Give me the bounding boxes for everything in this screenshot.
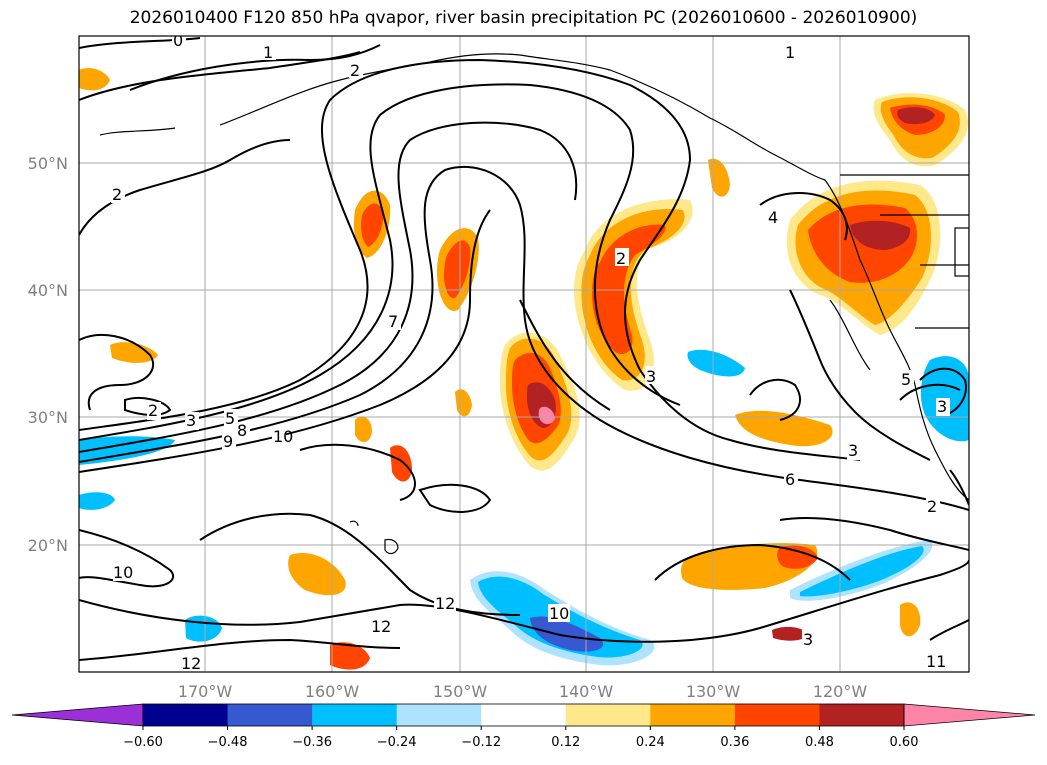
- colorbar-tick-label: 0.36: [720, 735, 749, 750]
- colorbar-tick-label: −0.24: [377, 735, 417, 750]
- colorbar-segment: [565, 704, 651, 726]
- lon-label: 150°W: [433, 682, 488, 701]
- contour-label: 12: [181, 654, 201, 673]
- neg-region-hawaii-east: [687, 349, 745, 377]
- pos-region-bc-dark: [897, 107, 935, 125]
- pos-region-nw-blob-red: [361, 203, 384, 247]
- map-content: 0 1 1 2 2 2 2 3 3 3 4 5 6 7 8 9 10 10 10…: [79, 31, 969, 673]
- colorbar-segment: [734, 704, 820, 726]
- colorbar-tick-label: −0.36: [292, 735, 332, 750]
- contour-label: 2: [616, 249, 626, 268]
- contour-label: 2: [350, 61, 360, 80]
- pos-region-west-edge: [110, 342, 158, 363]
- contour-label-group: 0 1 1 2 2 2 2 3 3 3 4 5 6 7 8 9 10 10 10…: [111, 31, 950, 673]
- lon-label: 170°W: [178, 682, 233, 701]
- colorbar-tick-label: −0.60: [123, 735, 163, 750]
- pos-region-far-nw: [79, 68, 110, 91]
- pos-region-small-1: [390, 445, 412, 482]
- contour-label: 12: [435, 594, 455, 613]
- contour-label: 5: [225, 409, 235, 428]
- colorbar-segment: [819, 704, 905, 726]
- contour-label: 3: [803, 630, 813, 649]
- contour-label: 12: [371, 617, 391, 636]
- longitude-labels: 170°W 160°W 150°W 140°W 130°W 120°W: [178, 682, 868, 701]
- contour-label: 3: [848, 441, 858, 460]
- contour-label: 2: [112, 185, 122, 204]
- colorbar: −0.60 −0.48 −0.36 −0.24 −0.12 0.12 0.24 0.36 0.4…: [11, 703, 1036, 750]
- pos-region-small-6: [772, 626, 808, 641]
- lon-label: 120°W: [813, 682, 868, 701]
- pos-region-west-blob-red: [444, 240, 471, 299]
- latitude-labels: 50°N 40°N 30°N 20°N: [28, 154, 68, 555]
- colorbar-tick-label: 0.48: [805, 735, 834, 750]
- colorbar-segment: [650, 704, 736, 726]
- colorbar-border: [142, 703, 905, 727]
- map-frame-border: [78, 35, 970, 673]
- neg-region-south-band-mid: [530, 616, 604, 652]
- pos-region-small-2: [355, 416, 372, 443]
- colorbar-segment: [481, 704, 567, 726]
- lat-label: 50°N: [28, 154, 68, 173]
- lon-label: 160°W: [305, 682, 360, 701]
- contour-label: 2: [927, 497, 937, 516]
- contour-label: 3: [937, 397, 947, 416]
- lat-label: 30°N: [28, 408, 68, 427]
- lat-label: 40°N: [28, 281, 68, 300]
- lon-label: 130°W: [686, 682, 741, 701]
- colorbar-tick-label: 0.60: [890, 735, 919, 750]
- contour-label: 3: [646, 367, 656, 386]
- contour-label: 8: [237, 421, 247, 440]
- pos-region-central-band-red: [592, 224, 666, 355]
- colorbar-tick-label: 0.12: [551, 735, 580, 750]
- pos-region-small-3: [455, 389, 472, 417]
- pos-region-west-coast-dark: [850, 220, 911, 250]
- pos-region-south-ne-red: [777, 545, 818, 569]
- contour-label: 3: [186, 411, 196, 430]
- colorbar-extend-low: [11, 703, 144, 727]
- colorbar-segment: [312, 704, 398, 726]
- pos-region-sw: [288, 552, 346, 596]
- colorbar-segment: [227, 704, 313, 726]
- contour-label: 2: [148, 401, 158, 420]
- contour-label: 9: [223, 432, 233, 451]
- contour-label: 10: [273, 427, 293, 446]
- pos-region-sw2: [330, 642, 370, 670]
- lat-label: 20°N: [28, 536, 68, 555]
- contour-label: 0: [173, 31, 183, 50]
- colorbar-tick-label: −0.12: [461, 735, 501, 750]
- colorbar-tick-label: 0.24: [636, 735, 665, 750]
- contour-label: 1: [785, 43, 795, 62]
- qvapor-contours: [79, 37, 969, 661]
- pos-region-mid-ocean-peak: [538, 406, 555, 425]
- contour-label: 4: [768, 208, 778, 227]
- contour-label: 5: [901, 370, 911, 389]
- neg-region-ne-band-blue: [800, 546, 924, 597]
- contour-label: 7: [388, 312, 398, 331]
- colorbar-segment: [396, 704, 482, 726]
- pos-region-small-5: [900, 602, 921, 637]
- map-title: 2026010400 F120 850 hPa qvapor, river ba…: [129, 8, 918, 28]
- contour-label: 10: [549, 604, 569, 623]
- colorbar-segment: [143, 704, 229, 726]
- contour-label: 6: [785, 470, 795, 489]
- colorbar-extend-high: [903, 703, 1036, 727]
- contour-label: 1: [263, 43, 273, 62]
- colorbar-tick-label: −0.48: [208, 735, 248, 750]
- neg-region-west-small: [79, 492, 115, 510]
- contour-label: 10: [113, 563, 133, 582]
- contour-label: 11: [926, 652, 946, 671]
- pos-region-subtropic-east: [735, 410, 833, 447]
- lon-label: 140°W: [559, 682, 614, 701]
